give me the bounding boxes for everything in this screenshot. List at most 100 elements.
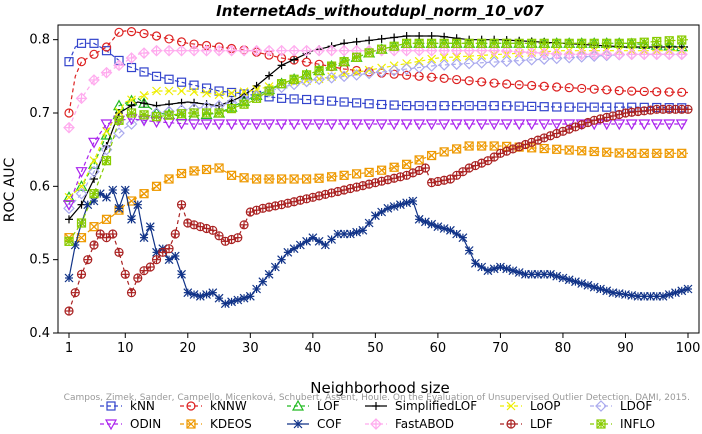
point-ldf bbox=[176, 200, 187, 210]
point-cof bbox=[270, 262, 280, 272]
point-kdeos bbox=[226, 170, 237, 180]
point-inflo bbox=[602, 38, 612, 48]
point-knn bbox=[489, 101, 499, 111]
point-fastabod bbox=[175, 44, 188, 57]
point-cof bbox=[377, 207, 387, 217]
point-knn bbox=[464, 101, 474, 111]
point-ldof bbox=[63, 202, 75, 215]
point-inflo bbox=[126, 108, 137, 118]
point-cof bbox=[120, 185, 130, 195]
point-loop bbox=[139, 90, 149, 100]
point-cof bbox=[252, 284, 262, 294]
point-cof bbox=[227, 297, 236, 307]
point-knnw bbox=[101, 42, 112, 52]
point-kdeos bbox=[101, 214, 112, 224]
point-kdeos bbox=[314, 173, 324, 183]
point-knn bbox=[101, 46, 112, 56]
point-knn bbox=[402, 101, 412, 111]
point-cof bbox=[439, 224, 449, 233]
point-simplifiedlof bbox=[127, 101, 136, 110]
point-loop bbox=[239, 87, 249, 97]
point-kdeos bbox=[602, 147, 612, 157]
point-cof bbox=[139, 233, 149, 243]
point-cof bbox=[364, 218, 374, 228]
point-inflo bbox=[139, 110, 149, 120]
point-kdeos bbox=[427, 150, 437, 161]
point-odin bbox=[300, 119, 313, 131]
point-knn bbox=[589, 102, 599, 112]
point-kdeos bbox=[639, 148, 649, 158]
point-kdeos bbox=[201, 164, 212, 175]
point-odin bbox=[288, 119, 301, 131]
series-kdeos bbox=[64, 141, 688, 243]
point-fastabod bbox=[600, 48, 613, 61]
point-fastabod bbox=[563, 48, 576, 61]
x-tick-label: 1 bbox=[65, 341, 73, 356]
legend-marker-inflo bbox=[596, 419, 606, 429]
legend-item-odin: ODIN bbox=[100, 417, 161, 431]
point-inflo bbox=[489, 38, 499, 48]
point-knn bbox=[552, 102, 562, 112]
point-loop bbox=[414, 56, 424, 66]
point-kdeos bbox=[452, 144, 462, 154]
point-inflo bbox=[564, 38, 574, 48]
point-cof bbox=[458, 233, 468, 243]
point-odin bbox=[538, 119, 551, 131]
point-fastabod bbox=[450, 44, 463, 57]
point-cof bbox=[577, 279, 587, 288]
y-axis: 0.4 0.5 0.6 0.7 0.8 bbox=[29, 33, 58, 341]
point-inflo bbox=[89, 189, 99, 199]
point-odin bbox=[650, 119, 663, 131]
point-knnw bbox=[114, 27, 124, 37]
point-cof bbox=[245, 291, 255, 301]
point-cof bbox=[170, 251, 180, 261]
point-ldf bbox=[76, 269, 87, 279]
point-fastabod bbox=[513, 45, 526, 58]
legend-marker-kdeos bbox=[186, 419, 196, 429]
point-cof bbox=[664, 290, 674, 299]
series-line-odin bbox=[68, 118, 688, 205]
point-knnw bbox=[402, 70, 412, 80]
point-knn bbox=[151, 71, 162, 81]
point-fastabod bbox=[188, 44, 200, 57]
point-cof bbox=[208, 288, 218, 298]
point-cof bbox=[358, 225, 368, 235]
legend-label: COF bbox=[317, 417, 342, 431]
point-ldf bbox=[352, 182, 362, 192]
point-kdeos bbox=[677, 148, 687, 158]
point-odin bbox=[438, 119, 451, 131]
point-simplifiedlof bbox=[252, 81, 261, 90]
point-loop bbox=[164, 86, 174, 96]
point-cof bbox=[558, 273, 568, 283]
point-fastabod bbox=[438, 44, 451, 57]
legend-item-fastabod: FastABOD bbox=[365, 417, 454, 431]
point-loop bbox=[189, 87, 199, 97]
legend-marker-ldof bbox=[595, 400, 607, 412]
point-knn bbox=[602, 102, 612, 112]
point-kdeos bbox=[552, 144, 562, 154]
point-cof bbox=[533, 269, 543, 279]
point-kdeos bbox=[264, 174, 274, 184]
point-knn bbox=[514, 101, 524, 111]
point-loop bbox=[114, 107, 124, 117]
legend-item-knnw: kNNW bbox=[180, 399, 247, 413]
point-simplifiedlof bbox=[140, 99, 149, 108]
point-ldof bbox=[263, 85, 275, 98]
point-knnw bbox=[389, 69, 399, 79]
point-inflo bbox=[439, 38, 449, 48]
point-odin bbox=[500, 119, 513, 131]
point-ldof bbox=[400, 63, 413, 75]
point-knn bbox=[439, 101, 449, 111]
point-cof bbox=[546, 269, 555, 279]
point-odin bbox=[375, 119, 388, 131]
point-knn bbox=[189, 80, 199, 90]
series-line-lof bbox=[68, 42, 689, 198]
point-knnw bbox=[76, 57, 87, 67]
x-tick-label: 10 bbox=[117, 341, 134, 356]
point-simplifiedlof bbox=[427, 32, 436, 40]
point-ldof bbox=[525, 53, 538, 66]
point-kdeos bbox=[276, 174, 287, 184]
point-odin bbox=[525, 119, 538, 131]
plot-area bbox=[62, 27, 693, 316]
point-odin bbox=[450, 119, 463, 131]
